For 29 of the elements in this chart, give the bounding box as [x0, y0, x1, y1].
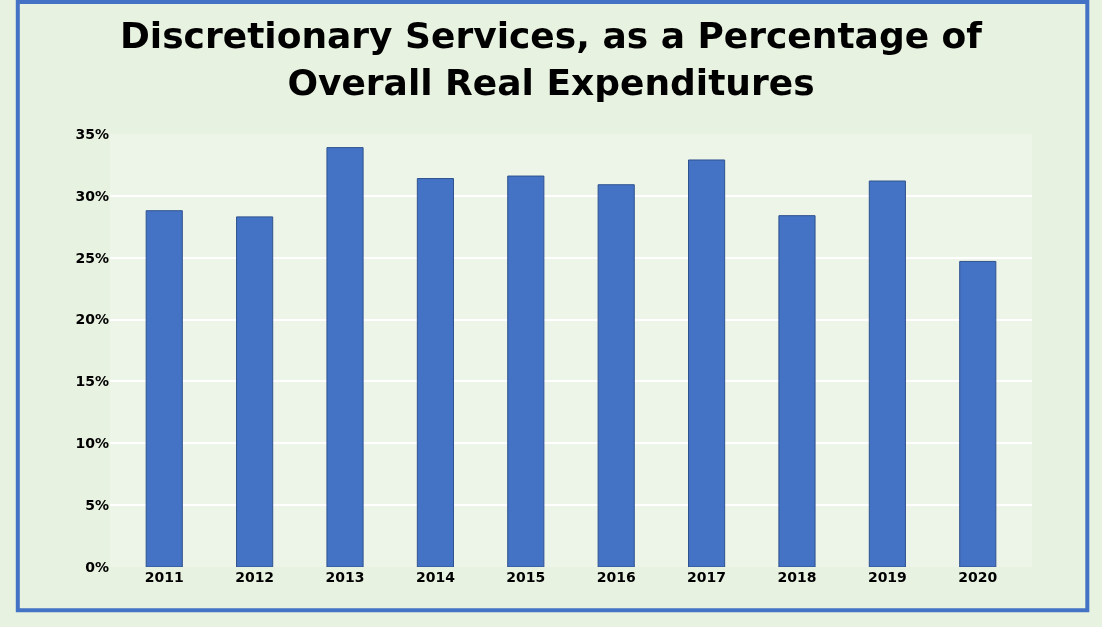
y-tick-label: 20%: [75, 311, 109, 328]
y-tick-label: 10%: [75, 435, 109, 452]
x-tick-label: 2011: [144, 569, 184, 585]
chart-title: Discretionary Services, as a Percentage of Overall Real Expenditures: [119, 15, 983, 103]
y-tick-label: 30%: [75, 187, 109, 204]
bar: [597, 184, 635, 567]
bar: [868, 180, 906, 567]
y-tick-label: 35%: [75, 125, 109, 142]
x-tick-label: 2015: [506, 569, 546, 585]
y-tick-label: 15%: [75, 373, 109, 390]
bar: [145, 210, 183, 567]
bar: [778, 215, 816, 567]
bar: [507, 175, 545, 567]
y-tick-label: 25%: [75, 249, 109, 266]
bar: [959, 260, 997, 567]
x-tick-label: 2018: [777, 569, 817, 585]
x-tick-label: 2012: [235, 569, 275, 585]
x-tick-label: 2013: [325, 569, 365, 585]
bar: [326, 147, 364, 567]
x-tick-label: 2019: [867, 569, 907, 585]
x-tick-label: 2016: [596, 569, 636, 585]
x-tick-label: 2020: [958, 569, 998, 585]
x-tick-label: 2017: [687, 569, 727, 585]
y-tick-label: 5%: [85, 497, 109, 514]
x-tick-label: 2014: [415, 569, 456, 585]
bar: [416, 178, 454, 567]
y-tick-label: 0%: [85, 558, 109, 575]
bar: [688, 159, 726, 567]
bar: [236, 216, 274, 567]
